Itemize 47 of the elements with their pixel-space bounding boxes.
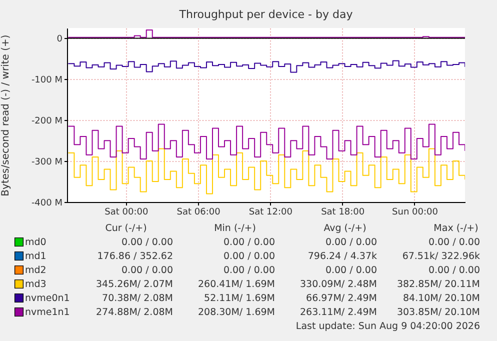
legend-label: nvme1n1: [25, 307, 70, 318]
text: Last update: Sun Aug 9 04:20:00 2026: [296, 321, 480, 332]
legend-label: md0: [25, 237, 46, 248]
text: 345.26M/ 2.07M: [96, 279, 173, 290]
legend-label: md1: [25, 251, 46, 262]
y-tick-label: 0: [56, 34, 63, 45]
text: 176.86 / 352.62: [97, 251, 173, 262]
text: 382.85M/ 20.11M: [396, 279, 480, 290]
x-tick-label: Sat 18:00: [321, 208, 365, 218]
text: 208.30M/ 1.69M: [198, 307, 275, 318]
text: 263.11M/ 2.49M: [300, 307, 377, 318]
text: 84.10M/ 20.10M: [402, 293, 480, 304]
text: 0.00 / 0.00: [121, 237, 173, 248]
text: 303.85M/ 20.10M: [396, 307, 480, 318]
text: 0.00 / 0.00: [223, 237, 275, 248]
text: 70.38M/ 2.08M: [102, 293, 173, 304]
text: Cur (-/+): [105, 223, 147, 234]
chart-title: Throughput per device - by day: [178, 8, 354, 21]
legend-label: md3: [25, 279, 46, 290]
text: 274.88M/ 2.08M: [96, 307, 173, 318]
x-tick-label: Sun 00:00: [392, 208, 438, 218]
text: 260.41M/ 1.69M: [198, 279, 275, 290]
legend-label: md2: [25, 265, 46, 276]
text: Min (-/+): [214, 223, 256, 234]
text: 330.09M/ 2.48M: [300, 279, 377, 290]
text: 0.00 / 0.00: [223, 265, 275, 276]
x-tick-label: Sat 00:00: [104, 208, 148, 218]
text: 0.00 / 0.00: [325, 237, 377, 248]
text: Avg (-/+): [324, 223, 366, 234]
y-tick-label: -400 M: [31, 198, 62, 208]
y-tick-label: -300 M: [31, 158, 62, 168]
x-tick-label: Sat 12:00: [248, 208, 293, 218]
legend-label: nvme0n1: [25, 293, 70, 304]
y-tick-label: -100 M: [31, 76, 62, 86]
text: 52.11M/ 1.69M: [204, 293, 275, 304]
text: 67.51k/ 322.96k: [402, 251, 480, 262]
text: 0.00 / 0.00: [325, 265, 377, 276]
text: Max (-/+): [434, 223, 478, 234]
text: 66.97M/ 2.49M: [306, 293, 377, 304]
text: 796.24 / 4.37k: [308, 251, 378, 262]
text: 0.00 / 0.00: [121, 265, 173, 276]
text: 0.00 / 0.00: [428, 237, 480, 248]
x-tick-label: Sat 06:00: [176, 208, 221, 218]
text: 0.00 / 0.00: [428, 265, 480, 276]
text: 0.00 / 0.00: [223, 251, 275, 262]
y-axis-title: Bytes/second read (-) / write (+): [0, 34, 12, 196]
y-tick-label: -200 M: [31, 116, 62, 127]
